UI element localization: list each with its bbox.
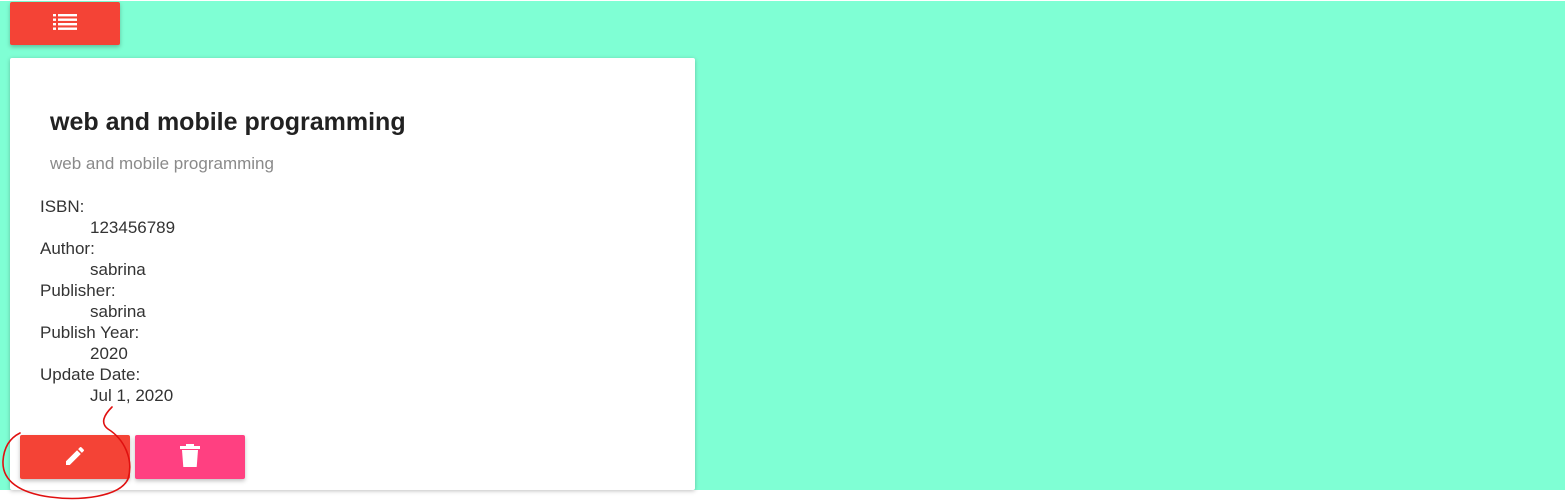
isbn-value: 123456789	[90, 218, 176, 237]
isbn-label: ISBN:	[40, 197, 85, 216]
edit-button[interactable]	[20, 435, 130, 479]
author-label: Author:	[40, 239, 95, 258]
book-title: web and mobile programming	[50, 108, 406, 136]
author-value: sabrina	[90, 260, 146, 279]
update-date-value: Jul 1, 2020	[90, 386, 174, 405]
publisher-value: sabrina	[90, 302, 146, 321]
publish-year-label: Publish Year:	[40, 323, 140, 342]
publisher-label: Publisher:	[40, 281, 116, 300]
delete-button[interactable]	[135, 435, 245, 479]
pencil-icon	[63, 444, 87, 471]
list-view-button[interactable]	[10, 2, 120, 45]
book-card: web and mobile programming web and mobil…	[10, 58, 695, 490]
book-details: ISBN: 123456789 Author: sabrina Publishe…	[40, 196, 175, 406]
publish-year-value: 2020	[90, 344, 128, 363]
list-icon	[53, 14, 77, 33]
update-date-label: Update Date:	[40, 365, 141, 384]
trash-icon	[179, 443, 201, 471]
book-subtitle: web and mobile programming	[50, 154, 274, 173]
